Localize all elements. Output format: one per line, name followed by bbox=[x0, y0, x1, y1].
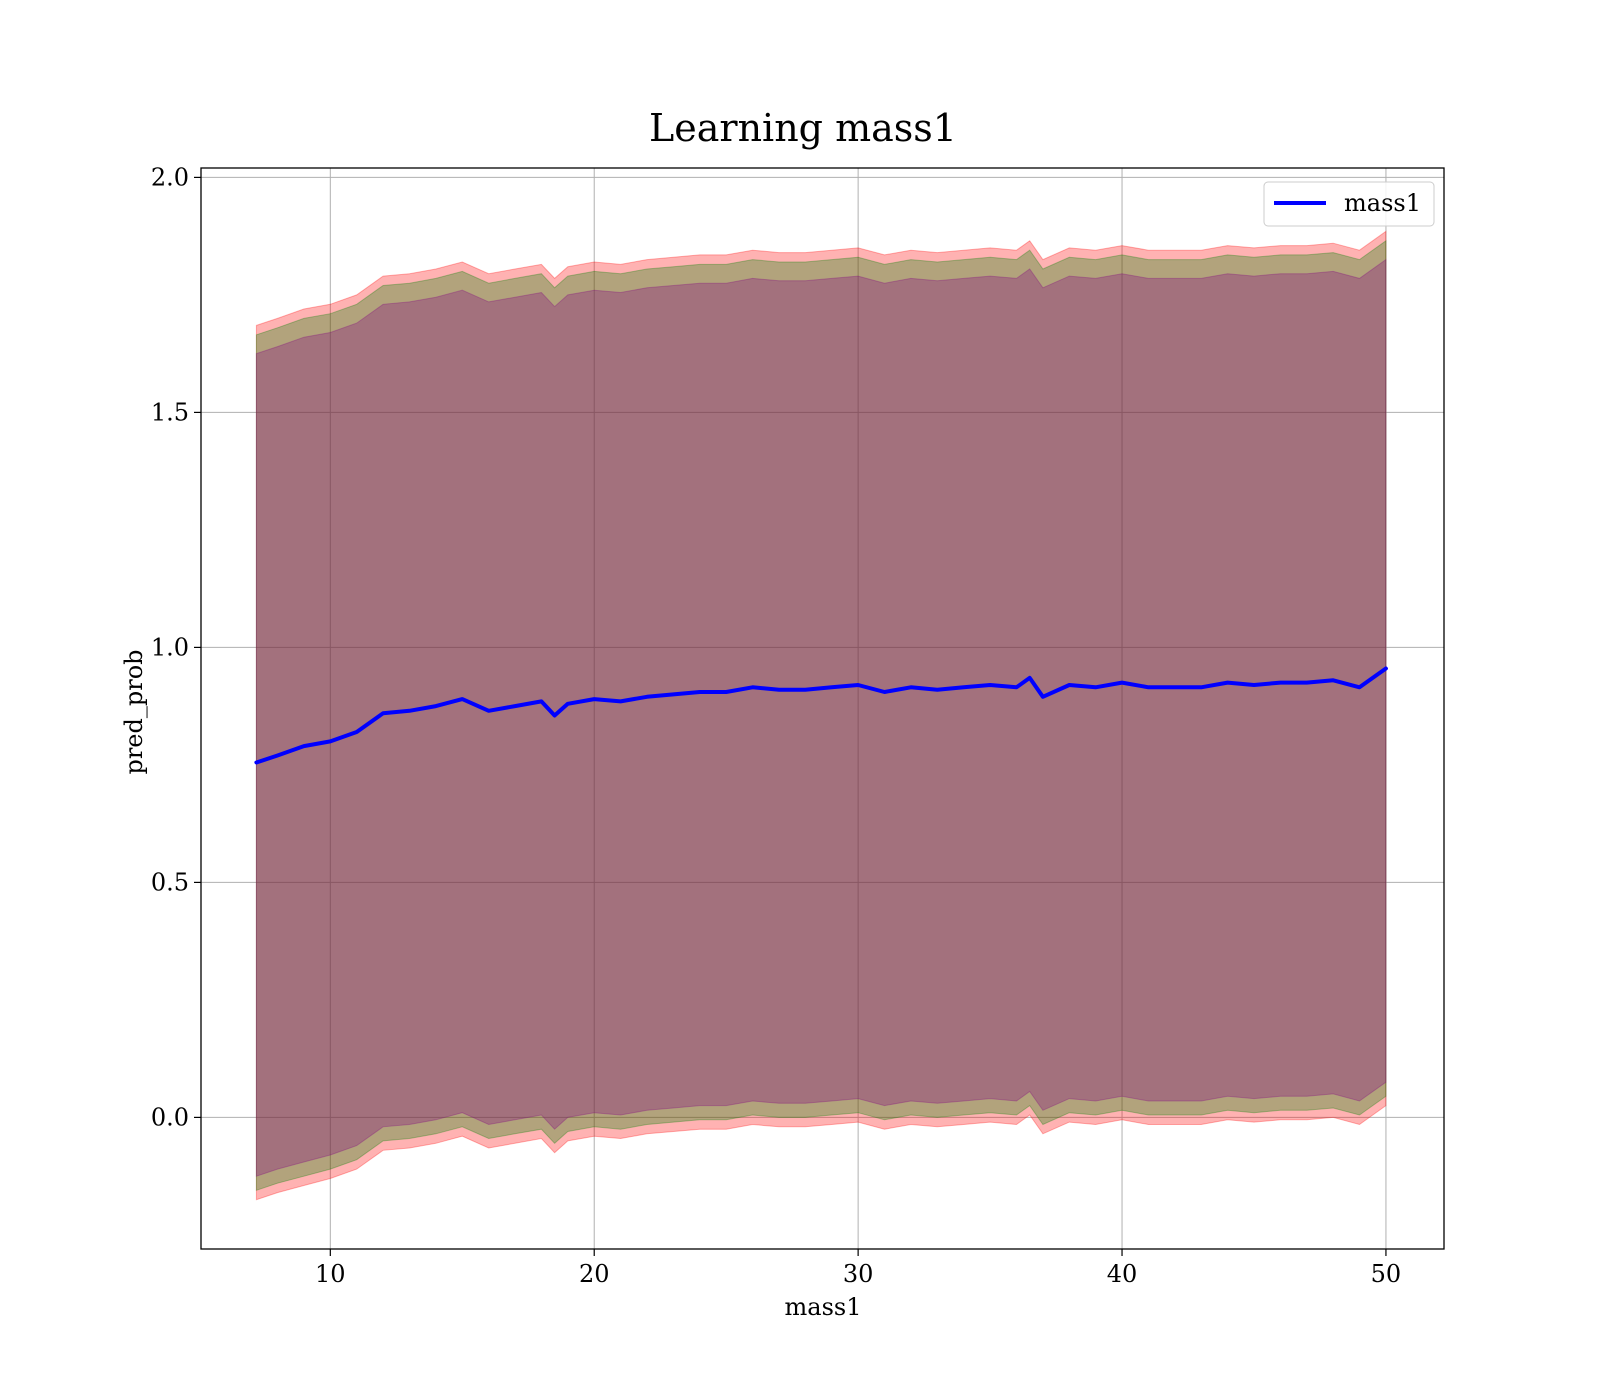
x-tick-label: 20 bbox=[579, 1260, 610, 1288]
y-tick-label: 1.0 bbox=[151, 633, 189, 661]
plot-area bbox=[200, 167, 1445, 1250]
axes-frame bbox=[200, 167, 1445, 1250]
grid-lines bbox=[201, 168, 1444, 1249]
y-tick-label: 0.0 bbox=[151, 1103, 189, 1131]
series-lines bbox=[254, 666, 1388, 765]
band-0 bbox=[255, 230, 1387, 1201]
band-1 bbox=[255, 239, 1387, 1191]
y-tick-label: 0.5 bbox=[151, 868, 189, 896]
y-axis-label: pred_prob bbox=[120, 649, 148, 774]
y-axis-ticks: 0.0 0.5 1.0 1.5 2.0 bbox=[151, 163, 201, 1131]
legend-box bbox=[1263, 181, 1435, 227]
x-axis-label: mass1 bbox=[785, 1293, 862, 1321]
x-tick-label: 40 bbox=[1107, 1260, 1138, 1288]
x-tick-label: 50 bbox=[1371, 1260, 1402, 1288]
uncertainty-bands bbox=[255, 230, 1387, 1201]
legend: mass1 bbox=[1263, 181, 1435, 227]
x-tick-label: 30 bbox=[843, 1260, 874, 1288]
y-tick-label: 1.5 bbox=[151, 398, 189, 426]
x-tick-label: 10 bbox=[315, 1260, 346, 1288]
x-axis-ticks: 10 20 30 40 50 bbox=[315, 1249, 1401, 1288]
band-2 bbox=[255, 258, 1387, 1177]
legend-label-mass1: mass1 bbox=[1344, 189, 1421, 217]
y-tick-label: 2.0 bbox=[151, 163, 189, 191]
chart-title: Learning mass1 bbox=[649, 106, 957, 150]
series-line-mass1 bbox=[254, 666, 1388, 765]
